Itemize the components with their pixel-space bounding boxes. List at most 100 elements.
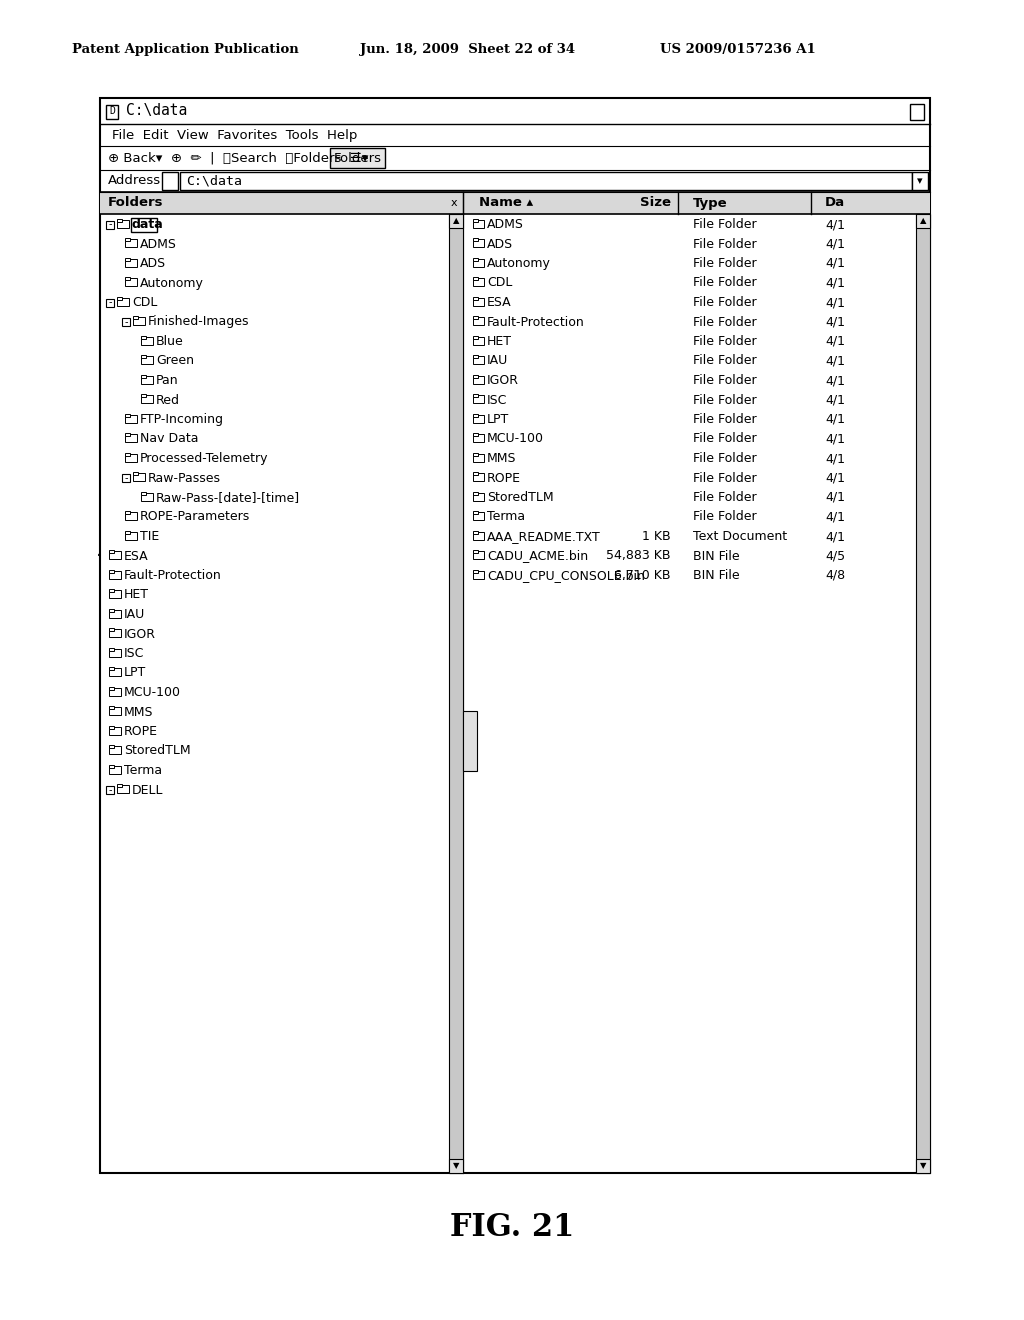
Text: C:\data: C:\data bbox=[126, 103, 187, 119]
Bar bbox=[141, 375, 153, 384]
Text: ADS: ADS bbox=[140, 257, 166, 271]
Text: 4/5: 4/5 bbox=[825, 549, 845, 562]
Text: 4/1: 4/1 bbox=[825, 257, 845, 271]
Text: Finished-Images: Finished-Images bbox=[148, 315, 250, 329]
Text: 4/1: 4/1 bbox=[825, 335, 845, 348]
Text: 4/1: 4/1 bbox=[825, 393, 845, 407]
Bar bbox=[473, 473, 484, 480]
Text: 6,710 KB: 6,710 KB bbox=[614, 569, 671, 582]
Bar bbox=[473, 239, 484, 247]
Text: 54,883 KB: 54,883 KB bbox=[606, 549, 671, 562]
Text: 1 KB: 1 KB bbox=[642, 531, 671, 543]
Text: Nav Data: Nav Data bbox=[140, 433, 199, 446]
Bar bbox=[473, 491, 478, 495]
Text: 4/1: 4/1 bbox=[825, 511, 845, 524]
Bar bbox=[473, 335, 478, 338]
Text: 4/8: 4/8 bbox=[825, 569, 845, 582]
Bar bbox=[133, 317, 145, 325]
Bar bbox=[109, 610, 121, 618]
Text: Autonomy: Autonomy bbox=[140, 276, 204, 289]
Text: ▼: ▼ bbox=[920, 1162, 927, 1171]
Text: Jun. 18, 2009  Sheet 22 of 34: Jun. 18, 2009 Sheet 22 of 34 bbox=[360, 44, 575, 57]
Bar bbox=[473, 433, 478, 436]
Text: 4/1: 4/1 bbox=[825, 491, 845, 504]
Text: 4/1: 4/1 bbox=[825, 433, 845, 446]
Bar bbox=[473, 393, 478, 397]
Bar bbox=[141, 491, 146, 495]
Bar bbox=[473, 570, 484, 578]
Text: 4/1: 4/1 bbox=[825, 355, 845, 367]
Text: Terma: Terma bbox=[487, 511, 525, 524]
Bar bbox=[125, 279, 137, 286]
Bar bbox=[109, 688, 121, 696]
Bar bbox=[473, 355, 478, 358]
Text: MCU-100: MCU-100 bbox=[124, 686, 181, 700]
Text: LPT: LPT bbox=[487, 413, 509, 426]
Text: -: - bbox=[109, 785, 112, 795]
Text: MMS: MMS bbox=[487, 451, 516, 465]
Bar bbox=[125, 511, 130, 513]
Text: 4/1: 4/1 bbox=[825, 238, 845, 251]
Bar bbox=[449, 1159, 463, 1173]
Text: ISC: ISC bbox=[487, 393, 507, 407]
Text: ▾: ▾ bbox=[918, 176, 923, 186]
Text: TIE: TIE bbox=[140, 531, 160, 543]
Text: File Folder: File Folder bbox=[693, 296, 757, 309]
Bar bbox=[473, 375, 484, 384]
Text: ISC: ISC bbox=[124, 647, 144, 660]
Text: Green: Green bbox=[156, 355, 194, 367]
Text: Type: Type bbox=[693, 197, 728, 210]
Bar bbox=[473, 531, 478, 533]
Bar bbox=[109, 766, 121, 774]
Text: 4/1: 4/1 bbox=[825, 296, 845, 309]
Bar bbox=[473, 453, 478, 455]
Bar bbox=[125, 434, 137, 442]
Bar bbox=[122, 318, 130, 326]
Text: ⊕ Back▾  ⊕  ✏  |  ⌕Search  ⎙Folders  ☰▾: ⊕ Back▾ ⊕ ✏ | ⌕Search ⎙Folders ☰▾ bbox=[108, 152, 369, 165]
Text: 4/1: 4/1 bbox=[825, 413, 845, 426]
Text: File Folder: File Folder bbox=[693, 511, 757, 524]
Text: File Folder: File Folder bbox=[693, 355, 757, 367]
Bar bbox=[117, 297, 122, 300]
Bar bbox=[473, 569, 478, 573]
Bar bbox=[109, 590, 121, 598]
Text: File Folder: File Folder bbox=[693, 491, 757, 504]
Text: ADMS: ADMS bbox=[487, 218, 524, 231]
Text: DELL: DELL bbox=[132, 784, 164, 796]
Bar bbox=[473, 511, 478, 513]
Bar bbox=[330, 148, 385, 168]
Bar bbox=[109, 726, 114, 729]
Bar bbox=[109, 630, 121, 638]
Text: BIN File: BIN File bbox=[693, 569, 739, 582]
Text: StoredTLM: StoredTLM bbox=[487, 491, 554, 504]
Text: Address: Address bbox=[108, 174, 161, 187]
Text: File Folder: File Folder bbox=[693, 451, 757, 465]
Text: 4/1: 4/1 bbox=[825, 531, 845, 543]
Text: -: - bbox=[109, 297, 112, 308]
Text: Blue: Blue bbox=[156, 335, 183, 348]
Text: 4/1: 4/1 bbox=[825, 315, 845, 329]
Bar bbox=[133, 315, 138, 319]
Text: IAU: IAU bbox=[124, 609, 145, 620]
Text: ADMS: ADMS bbox=[140, 238, 177, 251]
Bar bbox=[910, 104, 924, 120]
Text: Text Document: Text Document bbox=[693, 531, 787, 543]
Bar bbox=[473, 315, 478, 319]
Text: C:\data: C:\data bbox=[186, 174, 242, 187]
Text: File Folder: File Folder bbox=[693, 276, 757, 289]
Bar bbox=[125, 531, 130, 533]
Bar bbox=[449, 214, 463, 1173]
Text: data: data bbox=[132, 218, 164, 231]
Text: 4/1: 4/1 bbox=[825, 374, 845, 387]
Bar bbox=[125, 433, 130, 436]
Bar bbox=[473, 395, 484, 403]
Bar bbox=[125, 239, 137, 247]
Bar bbox=[916, 214, 930, 1173]
Text: File  Edit  View  Favorites  Tools  Help: File Edit View Favorites Tools Help bbox=[112, 128, 357, 141]
Text: Terma: Terma bbox=[124, 764, 162, 777]
Text: IGOR: IGOR bbox=[487, 374, 519, 387]
Text: File Folder: File Folder bbox=[693, 238, 757, 251]
Text: BIN File: BIN File bbox=[693, 549, 739, 562]
Bar bbox=[109, 648, 121, 656]
Text: ESA: ESA bbox=[487, 296, 512, 309]
